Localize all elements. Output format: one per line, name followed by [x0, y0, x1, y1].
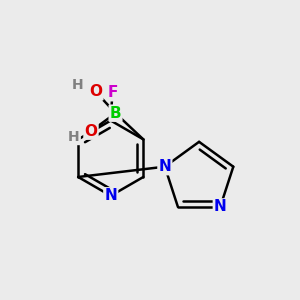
Text: O: O — [85, 124, 98, 139]
Text: B: B — [110, 106, 121, 121]
Text: H: H — [72, 78, 84, 92]
Text: O: O — [89, 84, 102, 99]
Text: N: N — [104, 188, 117, 203]
Text: F: F — [107, 85, 118, 100]
Text: H: H — [68, 130, 80, 144]
Text: N: N — [158, 159, 171, 174]
Text: N: N — [214, 200, 226, 214]
